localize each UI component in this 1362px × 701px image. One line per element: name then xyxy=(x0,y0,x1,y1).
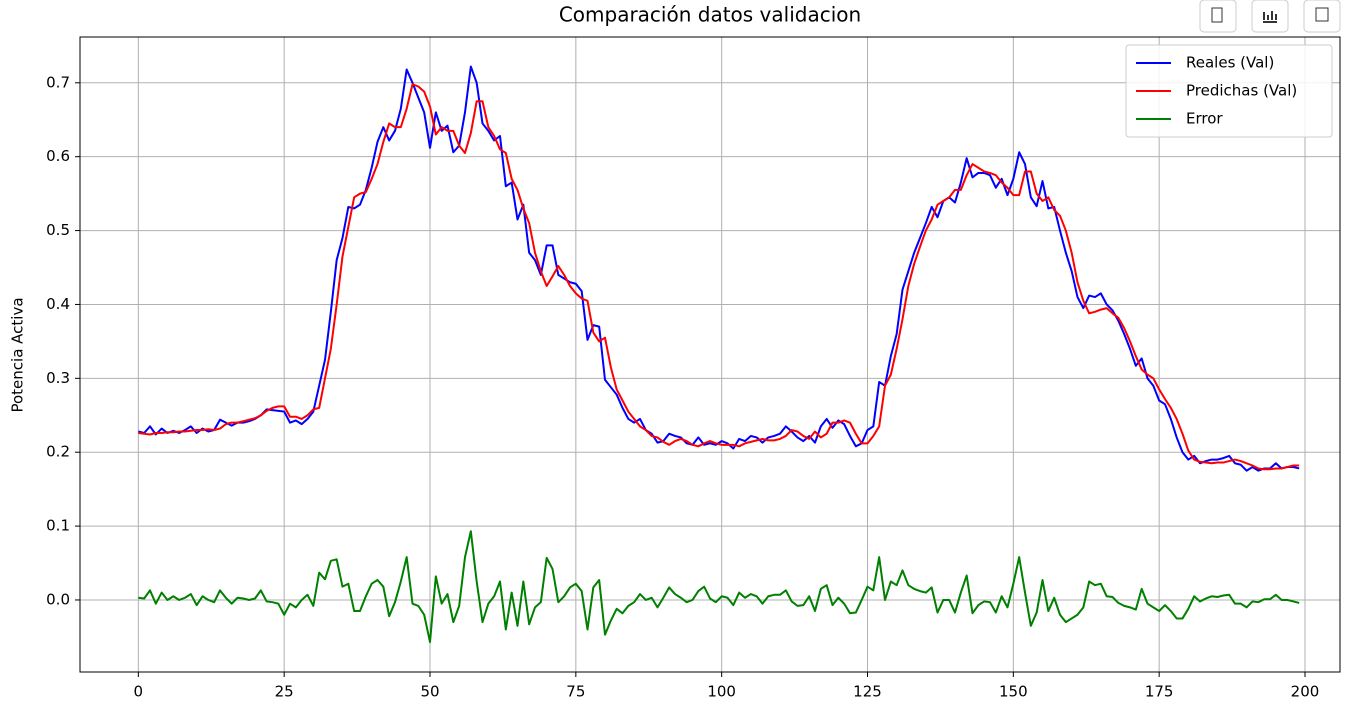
x-tick-label: 50 xyxy=(420,683,439,701)
legend-label: Predichas (Val) xyxy=(1186,82,1297,100)
y-tick-label: 0.6 xyxy=(46,147,70,165)
copy-button[interactable] xyxy=(1199,0,1237,33)
chart-button[interactable] xyxy=(1251,0,1289,33)
x-tick-label: 0 xyxy=(134,683,144,701)
legend-label: Error xyxy=(1186,110,1223,128)
x-tick-label: 200 xyxy=(1291,683,1320,701)
x-tick-label: 100 xyxy=(707,683,736,701)
data-line xyxy=(138,530,1300,644)
chart-icon xyxy=(1263,11,1277,23)
save-icon xyxy=(1315,7,1329,22)
y-axis-label: Potencia Activa xyxy=(9,297,27,412)
y-tick-label: 0.3 xyxy=(46,369,70,387)
x-tick-label: 175 xyxy=(1145,683,1174,701)
chart-title: Comparación datos validacion xyxy=(559,3,861,27)
copy-icon xyxy=(1211,7,1223,23)
legend-label: Reales (Val) xyxy=(1186,54,1274,72)
x-tick-label: 125 xyxy=(853,683,882,701)
toolbar xyxy=(1199,0,1341,33)
x-tick-label: 75 xyxy=(566,683,585,701)
y-tick-label: 0.1 xyxy=(46,517,70,535)
data-line xyxy=(138,83,1300,471)
save-button[interactable] xyxy=(1303,0,1341,33)
data-line xyxy=(138,65,1300,472)
x-tick-label: 150 xyxy=(999,683,1028,701)
y-tick-label: 0.2 xyxy=(46,443,70,461)
plot-frame xyxy=(79,36,1341,673)
y-tick-label: 0.4 xyxy=(46,295,70,313)
legend-box xyxy=(1125,44,1333,138)
y-tick-label: 0.5 xyxy=(46,221,70,239)
y-tick-label: 0.0 xyxy=(46,590,70,608)
y-tick-label: 0.7 xyxy=(46,73,70,91)
x-tick-label: 25 xyxy=(275,683,294,701)
